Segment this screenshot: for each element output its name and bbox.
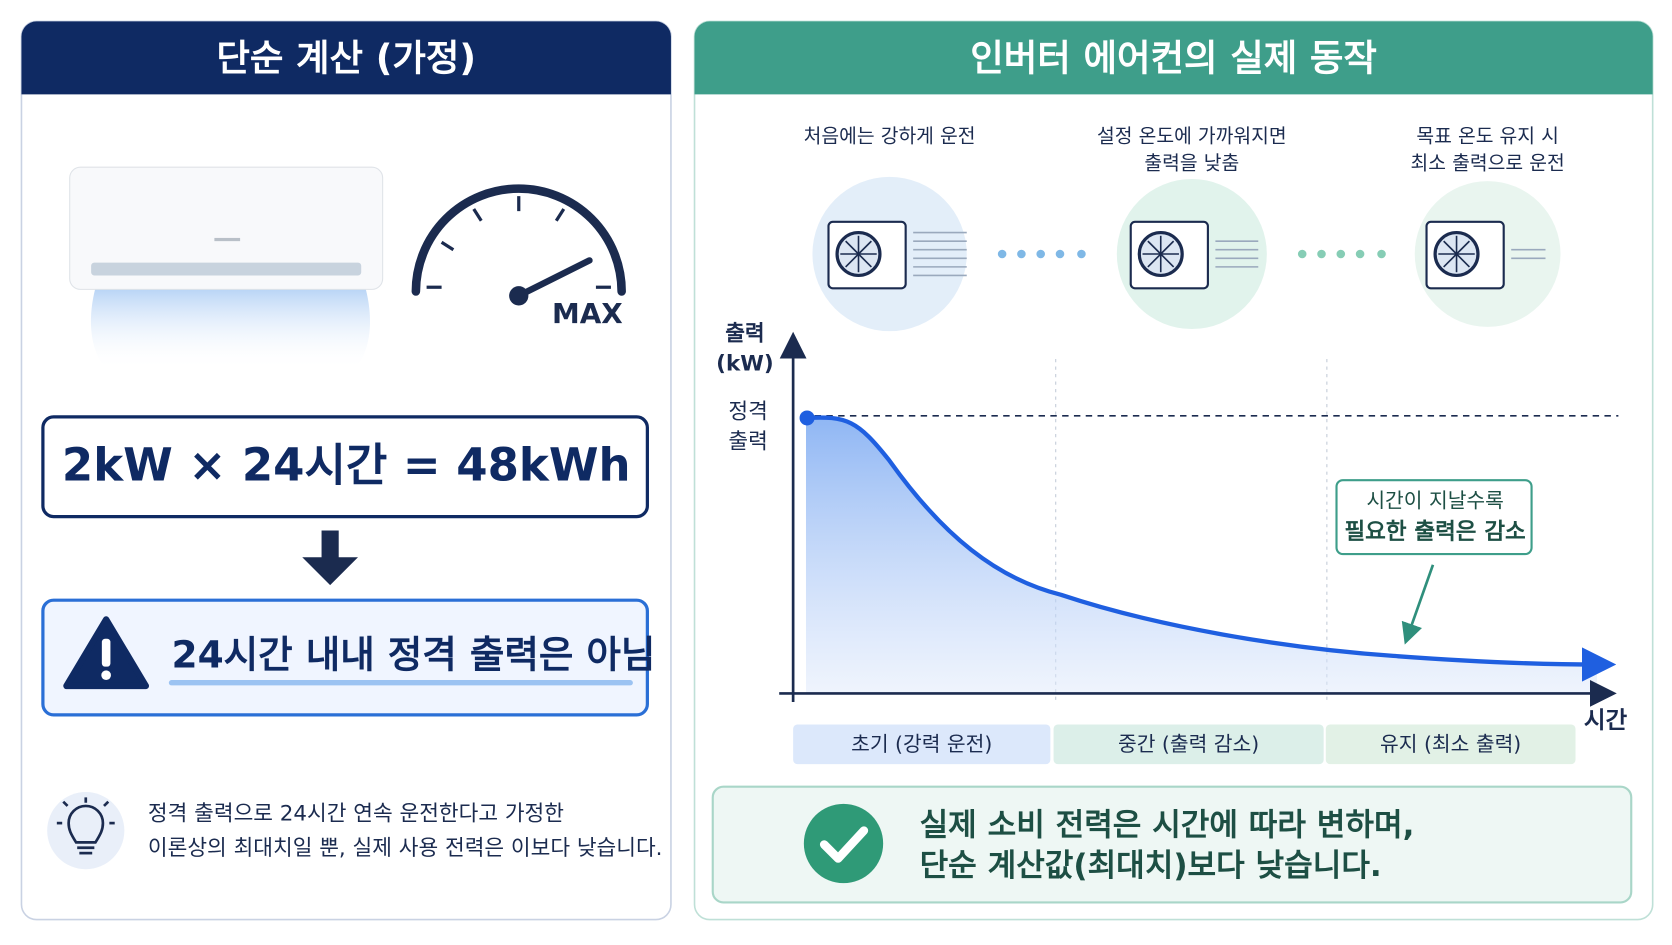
fan-blade (857, 240, 872, 255)
stage-label: 처음에는 강하게 운전 (804, 125, 976, 148)
fan-blade (1147, 253, 1162, 268)
stage-label: 목표 온도 유지 시 (1416, 125, 1559, 148)
conclusion-text: 실제 소비 전력은 시간에 따라 변하며, (920, 807, 1415, 843)
rated-label: 출력 (728, 430, 767, 455)
callout-text: 시간이 지날수록 (1366, 489, 1504, 513)
right-panel: 인버터 에어컨의 실제 동작 처음에는 강하게 운전 설정 온도에 가까워지면출력… (693, 20, 1654, 921)
fan-blade (1443, 253, 1458, 268)
bulb-icon (47, 792, 125, 870)
phase-band (1325, 724, 1576, 765)
chart-area (779, 331, 1619, 707)
warning-text: 24시간 내내 정격 출력은 아님 (172, 632, 656, 676)
phase-label: 유지 (최소 출력) (1380, 732, 1521, 756)
fan-blade (1160, 240, 1175, 255)
fan-blade (857, 253, 872, 268)
fan-blade (845, 253, 860, 268)
formula-box (41, 415, 649, 519)
phase-label: 초기 (강력 운전) (851, 732, 992, 756)
down-arrow (302, 530, 358, 586)
phases: 초기 (강력 운전) 중간 (출력 감소) 유지 (최소 출력) (793, 724, 1576, 765)
gauge-icon (411, 184, 626, 306)
warning-icon (63, 616, 150, 690)
fan-blade (1455, 253, 1470, 268)
note-line: 정격 출력으로 24시간 연속 운전한다고 가정한 (148, 802, 564, 827)
ac-unit-icon (69, 166, 384, 370)
output-curve (805, 415, 1617, 682)
fan-blade (1455, 240, 1470, 255)
fan-blade (1147, 240, 1162, 255)
fan-blade (1160, 253, 1175, 268)
warning-box (41, 598, 649, 717)
phase-band (793, 724, 1051, 765)
phase-band (1053, 724, 1324, 765)
callout-box (1335, 479, 1533, 556)
panel-title: 단순 계산 (가정) (216, 37, 476, 80)
x-axis-label: 시간 (1584, 706, 1628, 734)
y-axis-label: (kW) (716, 351, 773, 376)
stage-label: 설정 온도에 가까워지면 (1097, 125, 1287, 148)
panel-header (694, 21, 1653, 95)
conclusion-text: 단순 계산값(최대치)보다 낮습니다. (920, 848, 1382, 884)
conclusion-box (711, 785, 1633, 904)
stage-label: 최소 출력으로 운전 (1411, 151, 1565, 174)
callout-text: 필요한 출력은 감소 (1344, 519, 1525, 545)
gauge-label: MAX (552, 297, 623, 330)
fan-blade (845, 240, 860, 255)
rated-label: 정격 (728, 400, 767, 425)
output-area (805, 417, 1597, 694)
y-axis-label: 출력 (725, 321, 764, 346)
panel-title: 인버터 에어컨의 실제 동작 (970, 37, 1377, 80)
note-line: 이론상의 최대치일 뿐, 실제 사용 전력은 이보다 낮습니다. (148, 836, 663, 861)
check-icon (803, 803, 884, 884)
phase-label: 중간 (출력 감소) (1118, 732, 1259, 756)
fan-blade (1443, 240, 1458, 255)
start-point (799, 410, 815, 426)
stage-label: 출력을 낮춤 (1144, 151, 1239, 174)
formula: 2kW × 24시간 = 48kWh (62, 438, 631, 491)
left-panel: 단순 계산 (가정) MAX 2kW × 24시간 = 48kWh (20, 20, 672, 921)
callout-arrow (1401, 564, 1435, 645)
panel-header (21, 21, 671, 95)
dots (997, 249, 1386, 259)
